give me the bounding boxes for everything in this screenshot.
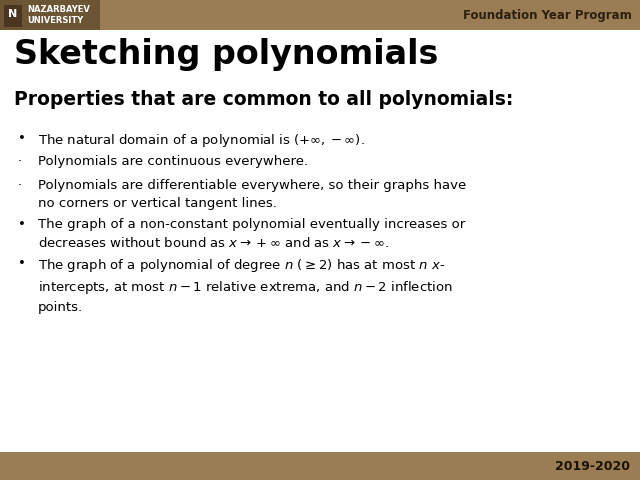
Text: •: • — [18, 132, 26, 145]
Bar — [0, 0, 100, 30]
Bar — [0, 452, 640, 480]
Text: Polynomials are differentiable everywhere, so their graphs have
no corners or ve: Polynomials are differentiable everywher… — [38, 179, 467, 209]
Text: ·: · — [18, 179, 22, 192]
Text: ·: · — [18, 156, 22, 168]
Text: Sketching polynomials: Sketching polynomials — [14, 38, 438, 71]
Text: The natural domain of a polynomial is $(+\infty, -\infty)$.: The natural domain of a polynomial is $(… — [38, 132, 365, 149]
Text: The graph of a polynomial of degree $n$ $(\geq 2)$ has at most $n$ $x$-
intercep: The graph of a polynomial of degree $n$ … — [38, 257, 452, 314]
Text: •: • — [18, 257, 26, 270]
Text: N: N — [8, 9, 18, 19]
Bar — [0, 0, 640, 30]
Text: Polynomials are continuous everywhere.: Polynomials are continuous everywhere. — [38, 156, 308, 168]
Text: •: • — [18, 218, 26, 231]
Text: NAZARBAYEV
UNIVERSITY: NAZARBAYEV UNIVERSITY — [27, 5, 90, 25]
Text: Foundation Year Program: Foundation Year Program — [463, 9, 632, 22]
Text: The graph of a non-constant polynomial eventually increases or
decreases without: The graph of a non-constant polynomial e… — [38, 218, 465, 250]
Bar — [4, 5, 22, 27]
Text: 2019-2020: 2019-2020 — [555, 459, 630, 472]
Text: Properties that are common to all polynomials:: Properties that are common to all polyno… — [14, 90, 513, 109]
